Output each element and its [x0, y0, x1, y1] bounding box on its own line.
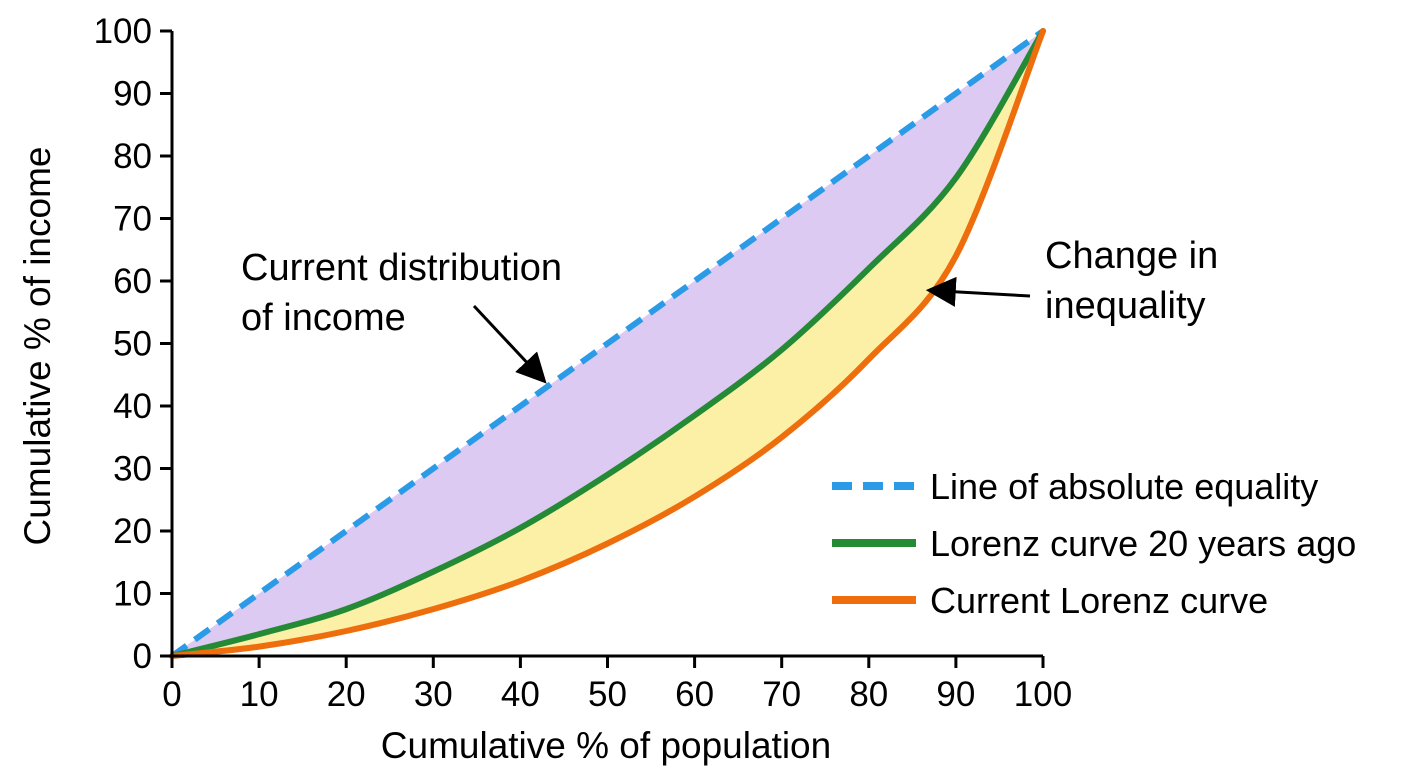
y-tick-label: 60 — [113, 262, 152, 301]
legend-label-current-lorenz: Current Lorenz curve — [930, 580, 1268, 621]
x-tick-label: 50 — [588, 675, 627, 714]
annotation-change-in-inequality-line2: inequality — [1045, 285, 1206, 327]
x-tick-label: 90 — [936, 675, 975, 714]
x-tick-label: 0 — [162, 675, 181, 714]
x-tick-label: 10 — [240, 675, 279, 714]
y-tick-label: 10 — [113, 575, 152, 614]
y-tick-label: 80 — [113, 137, 152, 176]
legend-label-lorenz-20-years-ago: Lorenz curve 20 years ago — [930, 523, 1356, 564]
x-tick-label: 80 — [849, 675, 888, 714]
x-tick-label: 40 — [501, 675, 540, 714]
y-tick-label: 50 — [113, 325, 152, 364]
annotation-arrow-change-in-inequality — [925, 276, 1031, 307]
annotation-change-in-inequality: Change in inequality — [925, 235, 1218, 327]
x-tick-label: 100 — [1014, 675, 1072, 714]
fill-area-1 — [172, 31, 1043, 656]
legend-item-current-lorenz: Current Lorenz curve — [832, 580, 1268, 621]
legend: Line of absolute equality Lorenz curve 2… — [832, 466, 1356, 621]
x-ticks: 0 10 20 30 40 50 60 70 80 90 100 — [162, 656, 1072, 714]
y-tick-label: 70 — [113, 200, 152, 239]
x-axis-title: Cumulative % of population — [381, 725, 831, 766]
y-tick-label: 90 — [113, 75, 152, 114]
y-tick-label: 100 — [94, 12, 152, 51]
legend-item-lorenz-20-years-ago: Lorenz curve 20 years ago — [832, 523, 1356, 564]
y-tick-label: 0 — [133, 637, 152, 676]
series-line-0 — [170, 28, 1045, 659]
x-tick-label: 70 — [762, 675, 801, 714]
annotation-change-in-inequality-line1: Change in — [1045, 235, 1218, 277]
y-ticks: 0 10 20 30 40 50 60 70 80 90 100 — [94, 12, 172, 676]
annotation-current-distribution-line1: Current distribution — [241, 247, 562, 289]
annotation-arrow-current-distribution — [472, 304, 547, 384]
y-tick-label: 20 — [113, 512, 152, 551]
y-axis-title: Cumulative % of income — [17, 147, 58, 546]
legend-label-equality: Line of absolute equality — [930, 466, 1318, 507]
x-tick-label: 60 — [675, 675, 714, 714]
y-tick-label: 40 — [113, 387, 152, 426]
series-line-1 — [169, 28, 1046, 659]
annotation-current-distribution: Current distribution of income — [241, 247, 562, 384]
y-tick-label: 30 — [113, 450, 152, 489]
x-tick-label: 20 — [327, 675, 366, 714]
annotation-current-distribution-line2: of income — [241, 297, 406, 339]
x-tick-label: 30 — [414, 675, 453, 714]
legend-item-equality: Line of absolute equality — [832, 466, 1318, 507]
